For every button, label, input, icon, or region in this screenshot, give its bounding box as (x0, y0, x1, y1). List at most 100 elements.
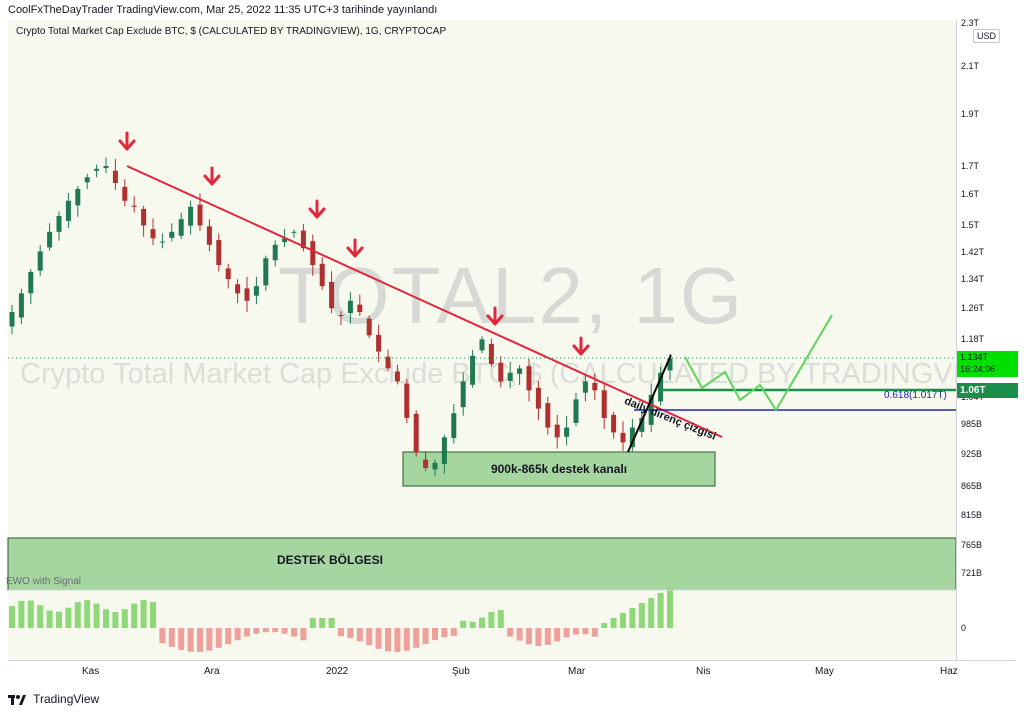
candle-body (488, 343, 494, 365)
candle-body (582, 381, 588, 393)
ewo-bar (441, 628, 448, 638)
candle-body (37, 251, 43, 271)
price-tick: 1.6T (961, 189, 980, 199)
ewo-bar (253, 628, 260, 634)
candle-body (357, 304, 363, 313)
ewo-bar (422, 628, 429, 644)
candle-body (667, 358, 673, 371)
indicator-label[interactable]: EWO with Signal (6, 576, 82, 587)
ewo-bar (309, 618, 316, 628)
candle-body (432, 462, 438, 470)
candle-body (564, 427, 570, 437)
ewo-bar (328, 618, 335, 628)
price-tick: 1.42T (961, 247, 985, 257)
candle-body (554, 424, 560, 438)
candle-body (451, 413, 457, 439)
down-arrow-icon (203, 166, 221, 186)
candle-body (197, 204, 203, 226)
price-scale[interactable]: USD 2.3T 2.1T 1.9T 1.7T 1.6T 1.5T 1.42T 1.34T 1.… (956, 18, 1018, 660)
candle-body (159, 241, 165, 243)
ewo-bar (56, 611, 62, 628)
time-tick: Nis (696, 666, 711, 677)
down-arrow-icon (346, 238, 364, 258)
series-title[interactable]: Crypto Total Market Cap Exclude BTC, $ (… (16, 26, 447, 37)
support-channel (402, 451, 716, 487)
fib-label: 0.618(1.017T) (884, 390, 947, 401)
ewo-bar (338, 628, 344, 637)
ewo-bar (394, 628, 401, 652)
support-channel-label: 900k-865k destek kanalı (490, 462, 628, 476)
currency-badge[interactable]: USD (973, 29, 1001, 43)
candle-body (441, 437, 447, 464)
price-tick: 985B (961, 419, 983, 429)
down-arrow-icon (486, 306, 504, 326)
ewo-bar (159, 628, 166, 644)
candle-body (329, 281, 335, 309)
ewo-bar (460, 620, 467, 628)
level-badge: 1.06T (957, 383, 1018, 398)
candle-body (394, 371, 400, 382)
price-tick: 2.3T (961, 18, 980, 28)
ewo-bar (610, 618, 617, 628)
candle-body (75, 188, 81, 206)
candle-body (216, 240, 222, 266)
ewo-bar (347, 628, 354, 638)
ewo-bar (432, 628, 438, 641)
candle-body (65, 200, 71, 221)
candle-body (470, 355, 476, 385)
candle-body (9, 312, 15, 327)
ewo-bar (178, 628, 185, 650)
ewo-bar (272, 628, 279, 633)
ewo-bar (479, 617, 485, 628)
ewo-bar (112, 611, 119, 628)
ewo-bar (225, 628, 232, 645)
down-arrow-icon (308, 199, 326, 219)
ewo-bar (197, 628, 203, 652)
time-tick: Mar (568, 666, 586, 677)
ewo-bar (9, 606, 15, 628)
price-tick: 1.26T (961, 303, 985, 313)
time-tick: Haz (940, 666, 958, 677)
ewo-bar (591, 628, 598, 637)
ewo-bar (620, 613, 626, 628)
candle-body (225, 268, 231, 279)
ewo-bar (563, 628, 570, 638)
down-arrow-icon (572, 336, 590, 356)
candle-body (526, 366, 532, 391)
candle-body (141, 208, 147, 226)
candle-body (385, 356, 391, 369)
time-tick: Ara (204, 666, 220, 677)
time-scale[interactable]: Kas Ara 2022 Şub Mar Nis May Haz (8, 660, 1016, 685)
ewo-bar (573, 628, 579, 635)
candle-body (310, 241, 316, 266)
breakout-line (627, 354, 672, 453)
current-price-badge: 1.134T 16:24:06 (957, 351, 1018, 377)
ewo-bar (356, 628, 363, 642)
candle-body (206, 226, 212, 245)
ewo-bar (46, 610, 53, 628)
ewo-bar (497, 610, 504, 628)
candle-body (112, 170, 118, 184)
candle-body (639, 417, 645, 432)
candle-body (404, 383, 410, 418)
ewo-bar (187, 628, 194, 652)
ewo-bar (262, 628, 269, 633)
candle-body (658, 372, 664, 402)
candle-body (94, 168, 100, 171)
ewo-bar (657, 593, 664, 628)
candle-body (188, 206, 194, 226)
ewo-bar (281, 628, 288, 634)
ewo-bar (168, 628, 175, 647)
candle-body (18, 293, 24, 318)
publisher-header: CoolFxTheDayTrader TradingView.com, Mar … (0, 0, 1024, 20)
candle-body (122, 186, 128, 201)
candle-body (272, 244, 278, 261)
ewo-bar (121, 609, 128, 628)
candle-body (300, 230, 306, 249)
ewo-bar (300, 628, 307, 641)
ewo-bar (37, 605, 44, 628)
price-tick: 2.1T (961, 61, 980, 71)
ewo-bar (140, 600, 147, 628)
ewo-bar (65, 607, 72, 628)
candle-body (517, 368, 523, 374)
